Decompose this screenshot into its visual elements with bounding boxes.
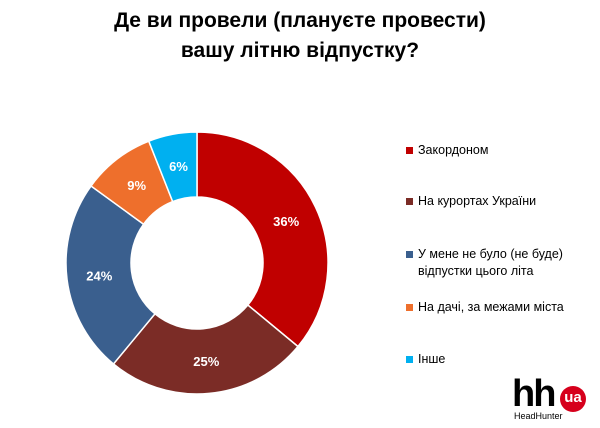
chart-title-line-1: Де ви провели (плануєте провести)	[114, 9, 486, 32]
logo-badge: ua	[560, 386, 586, 412]
legend-label: На дачі, за межами міста	[418, 300, 564, 314]
data-label-no-vacation: 24%	[86, 268, 112, 283]
data-label-ukraine-resorts: 25%	[193, 354, 219, 369]
logo-caption: HeadHunter	[514, 411, 563, 421]
legend-swatch	[406, 251, 413, 258]
headhunter-logo: hh ua HeadHunter	[500, 374, 595, 424]
slice-ukraine-resorts	[112, 304, 299, 395]
chart-title-line-2: вашу літню відпустку?	[180, 39, 420, 62]
data-label-abroad: 36%	[273, 214, 299, 229]
legend-label: У мене не було (не буде) відпустки цього…	[418, 247, 563, 278]
slice-no-vacation	[65, 184, 156, 365]
slice-abroad	[196, 131, 329, 348]
slice-other	[147, 131, 198, 203]
legend-label: Закордоном	[418, 143, 489, 157]
legend-swatch	[406, 198, 413, 205]
legend-label: На курортах України	[418, 194, 537, 208]
data-label-other: 6%	[169, 159, 188, 174]
legend-label: Інше	[418, 352, 446, 366]
chart-title: Де ви провели (плануєте провести) вашу л…	[0, 6, 600, 66]
legend-swatch	[406, 356, 413, 363]
data-label-dacha: 9%	[127, 178, 146, 193]
logo-mark: hh	[512, 373, 556, 415]
legend-swatch	[406, 147, 413, 154]
legend-swatch	[406, 304, 413, 311]
